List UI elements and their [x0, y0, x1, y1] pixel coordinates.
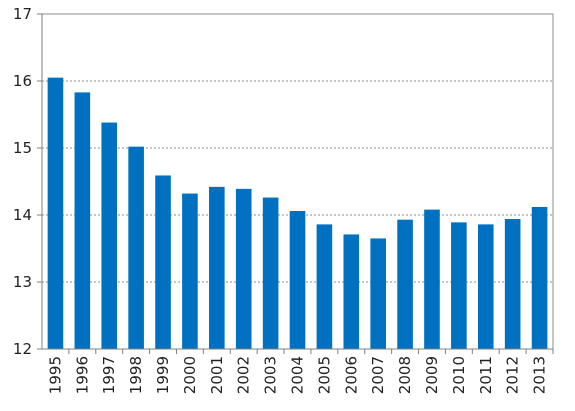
x-tick-label: 2000	[181, 356, 199, 394]
bar-1996	[74, 92, 91, 349]
y-tick-label: 14	[13, 206, 32, 224]
bar-2009	[424, 209, 440, 349]
x-tick-label: 2005	[315, 356, 333, 394]
x-tick-label: 2011	[477, 356, 495, 394]
y-tick-label: 13	[13, 273, 32, 291]
x-tick-label: 1995	[46, 356, 64, 394]
bar-2006	[343, 234, 360, 349]
bar-2012	[504, 219, 521, 349]
bar-2010	[451, 222, 467, 349]
bar-series	[47, 77, 548, 350]
x-axis-ticks: 1995 1996 1997 1998 1999 2000 2001 2002 2003 2004…	[46, 349, 554, 394]
bar-2000	[182, 193, 198, 349]
x-tick-label: 2013	[531, 356, 549, 394]
bar-1999	[155, 175, 171, 349]
bar-2007	[370, 238, 386, 349]
x-tick-label: 2009	[423, 356, 441, 394]
bar-2004	[289, 210, 306, 349]
bar-2013	[531, 206, 548, 349]
bar-1997	[101, 122, 118, 349]
y-tick-label: 17	[13, 5, 32, 23]
x-tick-label: 1998	[127, 356, 145, 394]
x-tick-label: 2010	[450, 356, 468, 394]
bar-2001	[209, 186, 225, 349]
x-tick-label: 1997	[100, 356, 118, 394]
y-tick-label: 16	[13, 72, 32, 90]
bar-1998	[128, 146, 144, 349]
x-tick-label: 1996	[73, 356, 91, 394]
x-tick-label: 2004	[289, 356, 307, 394]
x-tick-label: 2007	[369, 356, 387, 394]
y-axis-ticks: 12 13 14 15 16 17	[13, 5, 42, 358]
bar-2008	[397, 219, 413, 349]
x-tick-label: 2012	[504, 356, 522, 394]
x-tick-label: 2001	[208, 356, 226, 394]
y-tick-label: 15	[13, 139, 32, 157]
x-tick-label: 2003	[262, 356, 280, 394]
y-tick-label: 12	[13, 340, 32, 358]
bar-2011	[477, 224, 494, 349]
bar-2003	[262, 197, 279, 349]
x-tick-label: 2006	[342, 356, 360, 394]
x-tick-label: 2008	[396, 356, 414, 394]
bar-2002	[235, 188, 252, 349]
bar-1995	[47, 77, 64, 350]
x-tick-label: 2002	[235, 356, 253, 394]
bar-2005	[316, 224, 333, 349]
gridlines	[42, 80, 553, 283]
x-tick-label: 1999	[154, 356, 172, 394]
